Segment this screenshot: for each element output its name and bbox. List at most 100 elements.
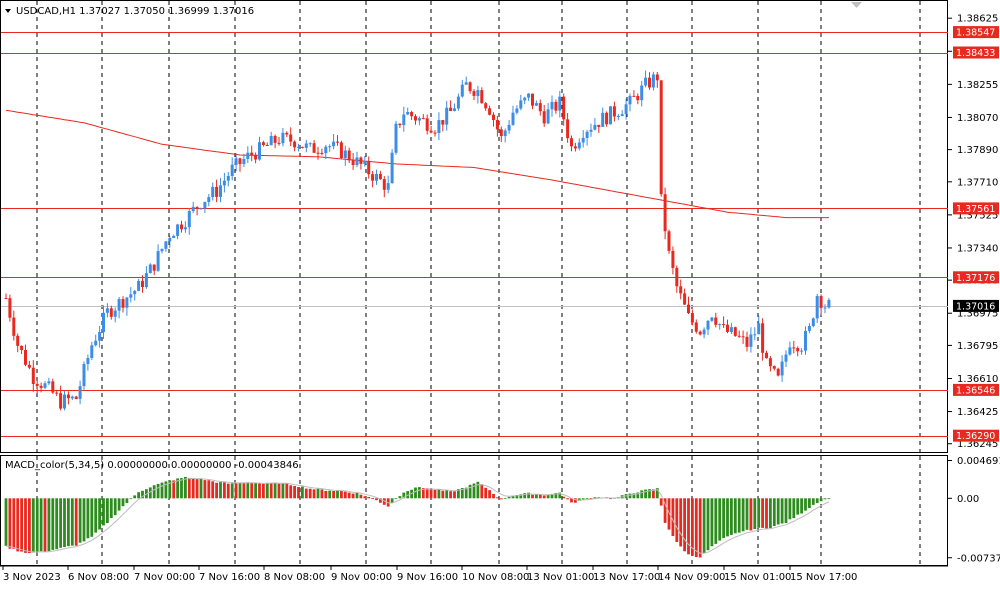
- candle-body[interactable]: [644, 77, 648, 86]
- candle-body[interactable]: [484, 103, 488, 109]
- candle-body[interactable]: [511, 112, 515, 125]
- candle-body[interactable]: [429, 130, 433, 133]
- candle-body[interactable]: [554, 101, 558, 111]
- candle-body[interactable]: [195, 206, 199, 209]
- candle-body[interactable]: [737, 335, 741, 337]
- candle-body[interactable]: [117, 299, 121, 311]
- candle-body[interactable]: [234, 158, 238, 165]
- candle-body[interactable]: [55, 392, 59, 394]
- candle-body[interactable]: [624, 104, 628, 115]
- candle-body[interactable]: [394, 123, 398, 153]
- candle-body[interactable]: [207, 197, 211, 202]
- candle-body[interactable]: [718, 324, 722, 326]
- candle-body[interactable]: [671, 250, 675, 268]
- candle-body[interactable]: [546, 109, 550, 124]
- candle-body[interactable]: [729, 327, 733, 332]
- candle-body[interactable]: [39, 385, 43, 388]
- candle-body[interactable]: [168, 238, 172, 242]
- candle-body[interactable]: [125, 297, 129, 308]
- candle-body[interactable]: [398, 123, 402, 126]
- candle-body[interactable]: [421, 118, 425, 120]
- candle-body[interactable]: [807, 326, 811, 331]
- candle-body[interactable]: [410, 112, 414, 117]
- candle-body[interactable]: [628, 95, 632, 105]
- candle-body[interactable]: [437, 120, 441, 133]
- candle-body[interactable]: [515, 108, 519, 113]
- candle-body[interactable]: [683, 293, 687, 305]
- candle-body[interactable]: [347, 150, 351, 161]
- candle-body[interactable]: [211, 186, 215, 198]
- candle-body[interactable]: [332, 141, 336, 147]
- candle-body[interactable]: [63, 394, 66, 409]
- candle-body[interactable]: [733, 327, 737, 336]
- candle-body[interactable]: [456, 96, 460, 109]
- candle-body[interactable]: [804, 330, 807, 351]
- candle-body[interactable]: [31, 367, 35, 384]
- candle-body[interactable]: [706, 320, 710, 330]
- candle-body[interactable]: [414, 116, 417, 121]
- candle-body[interactable]: [784, 354, 788, 362]
- candle-body[interactable]: [570, 138, 573, 147]
- candle-body[interactable]: [616, 116, 620, 117]
- candle-body[interactable]: [589, 129, 593, 132]
- candle-body[interactable]: [219, 185, 222, 197]
- candle-body[interactable]: [772, 366, 776, 369]
- candle-body[interactable]: [121, 299, 125, 308]
- candle-body[interactable]: [659, 80, 663, 195]
- candle-body[interactable]: [768, 358, 772, 367]
- candle-body[interactable]: [550, 101, 554, 110]
- candle-body[interactable]: [519, 100, 523, 109]
- candle-body[interactable]: [761, 323, 765, 353]
- candle-body[interactable]: [16, 335, 20, 346]
- candle-body[interactable]: [406, 112, 410, 115]
- candle-body[interactable]: [359, 157, 363, 164]
- candle-body[interactable]: [651, 74, 655, 88]
- candle-body[interactable]: [273, 136, 277, 143]
- candle-body[interactable]: [495, 120, 499, 130]
- candle-body[interactable]: [199, 208, 203, 210]
- candle-body[interactable]: [386, 183, 390, 190]
- candle-body[interactable]: [59, 393, 63, 409]
- candle-body[interactable]: [343, 150, 347, 159]
- candle-body[interactable]: [597, 124, 601, 127]
- candle-body[interactable]: [640, 85, 644, 101]
- candle-body[interactable]: [51, 381, 55, 393]
- candle-body[interactable]: [4, 298, 8, 299]
- candle-body[interactable]: [250, 152, 254, 156]
- candle-body[interactable]: [542, 111, 546, 124]
- candle-body[interactable]: [238, 158, 242, 164]
- candle-body[interactable]: [593, 124, 597, 130]
- dropdown-triangle-icon[interactable]: [5, 9, 11, 13]
- candle-body[interactable]: [27, 364, 31, 368]
- candle-body[interactable]: [94, 340, 98, 346]
- candle-body[interactable]: [86, 358, 90, 364]
- candle-body[interactable]: [336, 141, 339, 143]
- candle-body[interactable]: [558, 96, 562, 111]
- candle-body[interactable]: [281, 132, 285, 144]
- candle-body[interactable]: [745, 336, 749, 347]
- candle-body[interactable]: [468, 82, 472, 92]
- candle-body[interactable]: [66, 394, 70, 399]
- candle-body[interactable]: [811, 318, 815, 326]
- candle-body[interactable]: [172, 235, 176, 238]
- candle-body[interactable]: [464, 82, 468, 85]
- candle-body[interactable]: [827, 299, 831, 308]
- candle-body[interactable]: [792, 347, 796, 349]
- candle-body[interactable]: [98, 332, 102, 341]
- candle-body[interactable]: [417, 118, 421, 121]
- candle-body[interactable]: [538, 103, 542, 112]
- candle-body[interactable]: [300, 146, 304, 148]
- candle-body[interactable]: [70, 396, 74, 399]
- candle-body[interactable]: [261, 142, 265, 145]
- candle-body[interactable]: [102, 312, 105, 333]
- candle-body[interactable]: [636, 96, 640, 101]
- candle-body[interactable]: [819, 296, 823, 308]
- candle-body[interactable]: [339, 142, 343, 158]
- candle-body[interactable]: [655, 74, 659, 81]
- candle-body[interactable]: [113, 310, 117, 317]
- candle-body[interactable]: [675, 267, 679, 287]
- candle-body[interactable]: [581, 137, 585, 143]
- candle-body[interactable]: [690, 313, 694, 323]
- candle-body[interactable]: [324, 146, 328, 154]
